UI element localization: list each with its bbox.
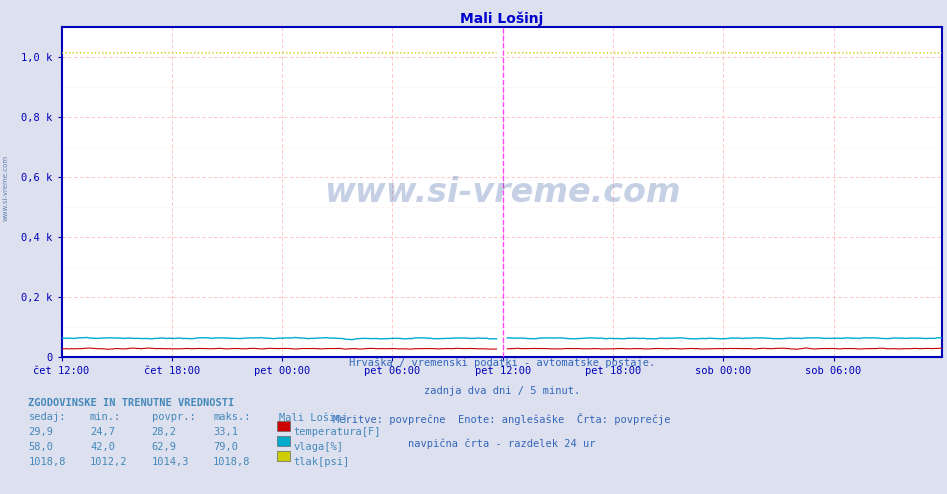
Text: 79,0: 79,0	[213, 442, 238, 452]
Text: 33,1: 33,1	[213, 427, 238, 437]
Text: min.:: min.:	[90, 412, 121, 422]
Text: 29,9: 29,9	[28, 427, 53, 437]
Title: Mali Lošinj: Mali Lošinj	[460, 11, 544, 26]
Text: 42,0: 42,0	[90, 442, 115, 452]
Text: povpr.:: povpr.:	[152, 412, 195, 422]
Text: zadnja dva dni / 5 minut.: zadnja dva dni / 5 minut.	[424, 386, 580, 396]
Text: vlaga[%]: vlaga[%]	[294, 442, 344, 452]
Text: 58,0: 58,0	[28, 442, 53, 452]
Text: 1018,8: 1018,8	[213, 457, 251, 467]
Text: 1018,8: 1018,8	[28, 457, 66, 467]
Text: Mali Lošinj: Mali Lošinj	[279, 412, 348, 423]
Text: 1012,2: 1012,2	[90, 457, 128, 467]
Text: 1014,3: 1014,3	[152, 457, 189, 467]
Text: 24,7: 24,7	[90, 427, 115, 437]
Text: Hrvaška / vremenski podatki - avtomatske postaje.: Hrvaška / vremenski podatki - avtomatske…	[348, 357, 655, 368]
Text: temperatura[F]: temperatura[F]	[294, 427, 381, 437]
Text: www.si-vreme.com: www.si-vreme.com	[3, 155, 9, 221]
Text: 62,9: 62,9	[152, 442, 176, 452]
Text: navpična črta - razdelek 24 ur: navpična črta - razdelek 24 ur	[408, 439, 596, 450]
Text: Meritve: povprečne  Enote: anglešaške  Črta: povprečje: Meritve: povprečne Enote: anglešaške Črt…	[333, 412, 670, 424]
Text: www.si-vreme.com: www.si-vreme.com	[324, 176, 680, 208]
Text: tlak[psi]: tlak[psi]	[294, 457, 349, 467]
Text: maks.:: maks.:	[213, 412, 251, 422]
Text: ZGODOVINSKE IN TRENUTNE VREDNOSTI: ZGODOVINSKE IN TRENUTNE VREDNOSTI	[28, 398, 235, 408]
Text: sedaj:: sedaj:	[28, 412, 66, 422]
Text: 28,2: 28,2	[152, 427, 176, 437]
